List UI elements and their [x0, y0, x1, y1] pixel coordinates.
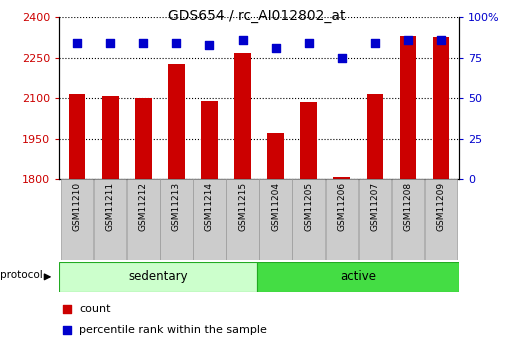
Point	[106, 40, 114, 46]
Bar	[69, 94, 86, 179]
Text: GSM11214: GSM11214	[205, 182, 214, 231]
Bar	[102, 96, 119, 179]
Text: percentile rank within the sample: percentile rank within the sample	[79, 325, 267, 335]
Bar	[135, 98, 151, 179]
Bar	[292, 179, 325, 260]
Text: GSM11208: GSM11208	[403, 182, 412, 231]
Text: count: count	[79, 304, 110, 314]
Bar	[59, 262, 258, 292]
Bar	[260, 179, 292, 260]
Point	[404, 37, 412, 43]
Point	[437, 37, 445, 43]
Bar	[301, 101, 317, 179]
Point	[239, 37, 247, 43]
Bar	[61, 179, 93, 260]
Bar	[425, 179, 457, 260]
Bar	[391, 179, 424, 260]
Point	[305, 40, 313, 46]
Text: GSM11204: GSM11204	[271, 182, 280, 231]
Text: sedentary: sedentary	[128, 270, 188, 283]
Text: GDS654 / rc_AI012802_at: GDS654 / rc_AI012802_at	[168, 9, 345, 23]
Point	[338, 55, 346, 60]
Bar	[160, 179, 192, 260]
Bar	[234, 53, 251, 179]
Bar	[168, 64, 185, 179]
Bar	[201, 101, 218, 179]
Bar	[367, 94, 383, 179]
Bar	[326, 179, 358, 260]
Text: GSM11213: GSM11213	[172, 182, 181, 231]
Text: active: active	[340, 270, 376, 283]
Bar	[333, 177, 350, 179]
Bar	[258, 262, 459, 292]
Point	[371, 40, 379, 46]
Point	[63, 328, 71, 333]
Bar	[267, 132, 284, 179]
Bar	[226, 179, 259, 260]
Point	[73, 40, 81, 46]
Bar	[432, 37, 449, 179]
Bar	[94, 179, 127, 260]
Text: GSM11212: GSM11212	[139, 182, 148, 231]
Text: GSM11210: GSM11210	[73, 182, 82, 231]
Point	[205, 42, 213, 48]
Point	[172, 40, 181, 46]
Bar	[400, 36, 416, 179]
Text: GSM11206: GSM11206	[337, 182, 346, 231]
Text: GSM11207: GSM11207	[370, 182, 379, 231]
Text: GSM11209: GSM11209	[437, 182, 445, 231]
Text: GSM11215: GSM11215	[238, 182, 247, 231]
Point	[63, 306, 71, 312]
Bar	[193, 179, 226, 260]
Point	[139, 40, 147, 46]
Text: GSM11205: GSM11205	[304, 182, 313, 231]
Text: protocol: protocol	[0, 270, 43, 280]
Text: GSM11211: GSM11211	[106, 182, 115, 231]
Bar	[127, 179, 160, 260]
Point	[271, 45, 280, 51]
Bar	[359, 179, 391, 260]
